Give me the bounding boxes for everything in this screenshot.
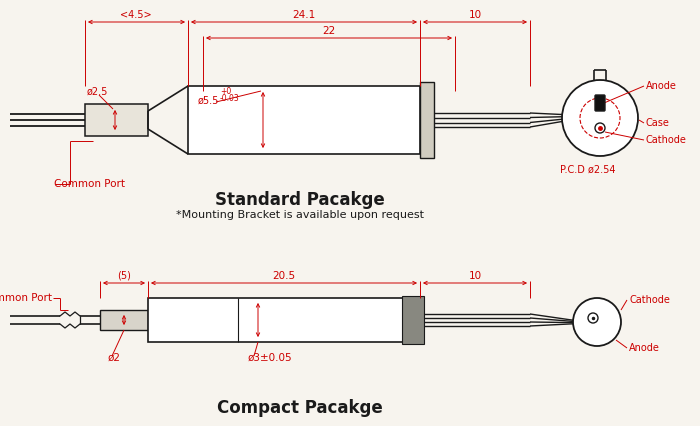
- Circle shape: [588, 313, 598, 323]
- Text: Standard Pacakge: Standard Pacakge: [215, 191, 385, 209]
- Text: P.C.D ø2.54: P.C.D ø2.54: [560, 165, 616, 175]
- Text: Compact Pacakge: Compact Pacakge: [217, 399, 383, 417]
- Bar: [402, 296, 424, 344]
- Circle shape: [573, 298, 621, 346]
- Bar: [100, 310, 148, 330]
- Text: Anode: Anode: [646, 81, 677, 91]
- Text: 22: 22: [323, 26, 335, 36]
- Text: (5): (5): [117, 271, 131, 281]
- Text: Anode: Anode: [629, 343, 660, 353]
- Text: Cathode: Cathode: [646, 135, 687, 145]
- Text: -0.03: -0.03: [220, 94, 239, 103]
- Text: Common Port: Common Port: [55, 179, 125, 189]
- Text: ø2.5: ø2.5: [87, 87, 108, 97]
- Text: ø2: ø2: [108, 353, 121, 363]
- Text: <4.5>: <4.5>: [120, 10, 152, 20]
- Circle shape: [562, 80, 638, 156]
- Text: Case: Case: [646, 118, 670, 128]
- Text: Cathode: Cathode: [629, 295, 670, 305]
- Circle shape: [595, 123, 605, 133]
- Text: Common Port: Common Port: [0, 293, 52, 303]
- Text: 10: 10: [468, 10, 482, 20]
- Text: *Mounting Bracket is available upon request: *Mounting Bracket is available upon requ…: [176, 210, 424, 220]
- Text: 24.1: 24.1: [293, 10, 316, 20]
- Bar: [188, 86, 420, 154]
- Bar: [85, 104, 148, 136]
- FancyBboxPatch shape: [595, 95, 605, 111]
- Bar: [148, 298, 420, 342]
- Text: 20.5: 20.5: [272, 271, 295, 281]
- Text: ø3±0.05: ø3±0.05: [248, 353, 293, 363]
- Text: ø5.5: ø5.5: [198, 96, 219, 106]
- Bar: [420, 82, 434, 158]
- Text: +0: +0: [220, 87, 231, 96]
- Text: 10: 10: [468, 271, 482, 281]
